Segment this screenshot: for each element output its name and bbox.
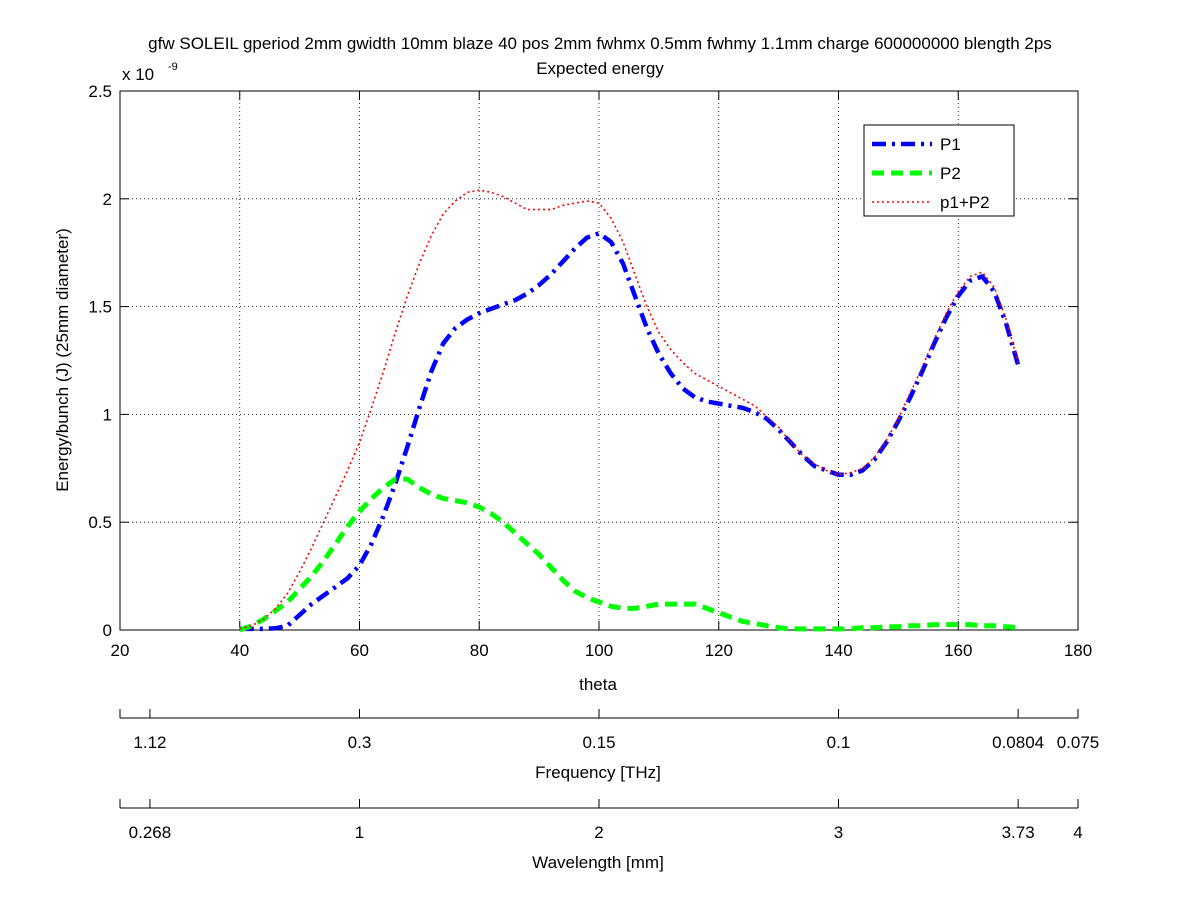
secondary-axis-tick-label: 0.268 xyxy=(129,823,172,842)
x-tick-label: 140 xyxy=(824,641,852,660)
x-tick-label: 120 xyxy=(705,641,733,660)
series-line-p2 xyxy=(238,476,1019,633)
secondary-axis-label: Frequency [THz] xyxy=(535,763,661,782)
x-tick-label: 20 xyxy=(111,641,130,660)
secondary-axis-label: Wavelength [mm] xyxy=(532,853,664,872)
chart-subtitle: Expected energy xyxy=(536,59,664,78)
secondary-axis-tick-label: 0.1 xyxy=(827,733,851,752)
x-tick-label: 100 xyxy=(585,641,613,660)
legend-label: p1+P2 xyxy=(940,193,990,212)
axis-ticks: 20 40 60 80 100 120 140 160 180 0 0.5 1 1.5 2 2.5 xyxy=(88,82,1092,660)
legend-label: P2 xyxy=(940,164,961,183)
secondary-axis-tick-label: 4 xyxy=(1073,823,1082,842)
secondary-axis-tick-label: 3 xyxy=(834,823,843,842)
secondary-axis-tick-label: 3.73 xyxy=(1002,823,1035,842)
y-exponent-label: x 10 xyxy=(122,65,154,84)
y-tick-label: 0 xyxy=(103,621,112,640)
x-tick-label: 80 xyxy=(470,641,489,660)
y-axis-label: Energy/bunch (J) (25mm diameter) xyxy=(53,228,72,492)
secondary-axis-tick-label: 1.12 xyxy=(133,733,166,752)
y-tick-label: 1 xyxy=(103,405,112,424)
secondary-axis-tick-label: 1 xyxy=(355,823,364,842)
x-tick-label: 160 xyxy=(944,641,972,660)
legend-label: P1 xyxy=(940,135,961,154)
legend-box xyxy=(863,124,1015,217)
secondary-axis-tick-label: 0.3 xyxy=(348,733,372,752)
secondary-axes: 1.12 0.3 0.15 0.1 0.0804 0.075 Frequency [THz]… xyxy=(119,709,1100,872)
y-tick-label: 0.5 xyxy=(88,513,112,532)
x-axis-label: theta xyxy=(579,675,617,694)
y-tick-label: 2 xyxy=(103,190,112,209)
series-line-p1 xyxy=(239,231,1021,632)
secondary-axis-tick-label: 0.075 xyxy=(1057,733,1100,752)
legend: P1 P2 p1+P2 xyxy=(863,124,1015,217)
chart-title: gfw SOLEIL gperiod 2mm gwidth 10mm blaze… xyxy=(148,34,1052,53)
x-tick-label: 40 xyxy=(230,641,249,660)
x-tick-label: 180 xyxy=(1064,641,1092,660)
y-exponent-power: -9 xyxy=(168,61,178,73)
secondary-axis-tick-label: 0.15 xyxy=(582,733,615,752)
secondary-axis-tick-label: 2 xyxy=(594,823,603,842)
y-tick-label: 1.5 xyxy=(88,298,112,317)
y-tick-label: 2.5 xyxy=(88,82,112,101)
series-lines xyxy=(238,189,1021,633)
series-line-p1-p2 xyxy=(239,189,1019,630)
x-tick-label: 60 xyxy=(350,641,369,660)
secondary-axis-tick-label: 0.0804 xyxy=(992,733,1044,752)
